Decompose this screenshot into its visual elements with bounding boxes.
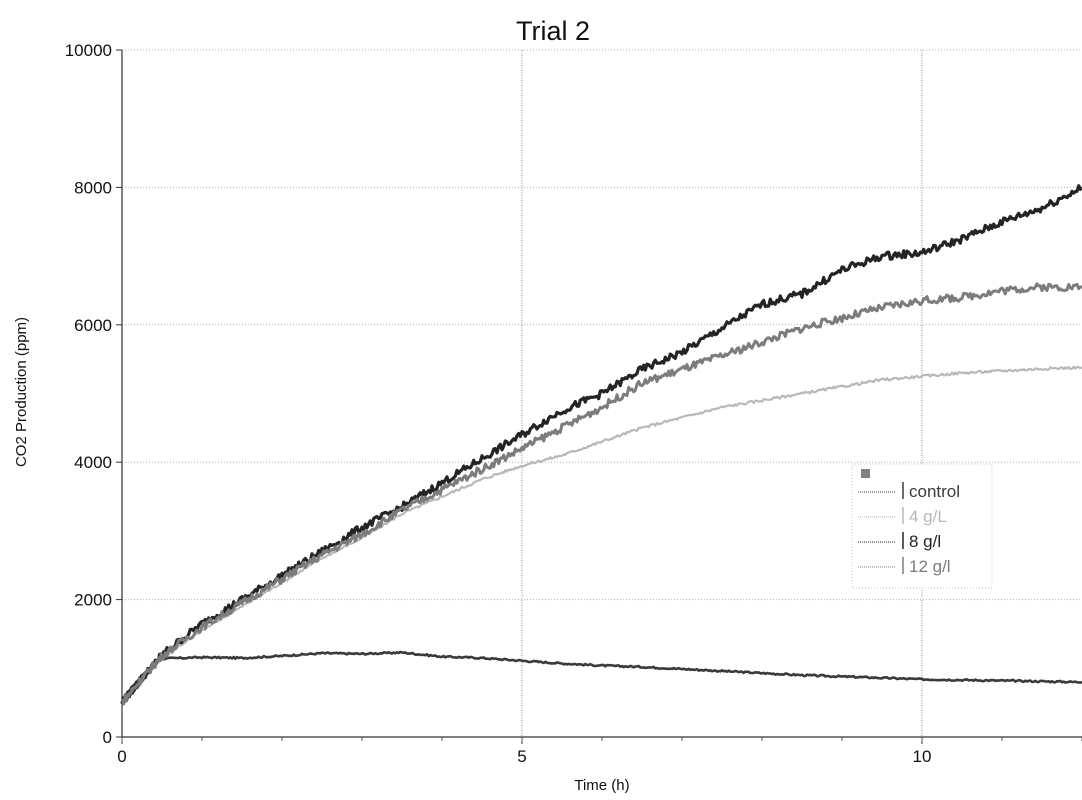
tick-labels: 0 2000 4000 6000 8000 10000 0 5 10 <box>65 41 932 766</box>
y-axis-title: CO2 Production (ppm) <box>13 317 30 467</box>
legend: control 4 g/L 8 g/l 12 g/l <box>851 463 993 589</box>
chart-title: Trial 2 <box>516 16 590 46</box>
x-tick-label: 10 <box>913 747 932 766</box>
y-tick-label: 4000 <box>74 453 112 472</box>
series-line <box>120 184 1082 705</box>
legend-label: 12 g/l <box>909 557 951 576</box>
series-8-g-l <box>120 184 1082 705</box>
series-line <box>120 650 1082 700</box>
series-layer <box>120 184 1082 706</box>
series-12-g-l <box>120 282 1082 706</box>
y-tick-label: 2000 <box>74 591 112 610</box>
y-tick-label: 6000 <box>74 316 112 335</box>
series-line <box>120 282 1082 706</box>
legend-box <box>851 463 993 589</box>
x-tick-label: 0 <box>117 747 126 766</box>
y-tick-label: 8000 <box>74 178 112 197</box>
grid-lines <box>121 49 1082 738</box>
legend-label: control <box>909 482 960 501</box>
axes <box>116 49 1082 744</box>
y-tick-label: 10000 <box>65 41 112 60</box>
y-tick-label: 0 <box>103 728 112 747</box>
series-control <box>120 650 1082 700</box>
x-tick-label: 5 <box>517 747 526 766</box>
series-line <box>120 365 1082 704</box>
legend-label: 8 g/l <box>909 532 941 551</box>
x-axis-title: Time (h) <box>574 777 629 794</box>
legend-label: 4 g/L <box>909 507 947 526</box>
series-4-g-l <box>120 365 1082 704</box>
legend-marker-icon <box>861 469 870 478</box>
